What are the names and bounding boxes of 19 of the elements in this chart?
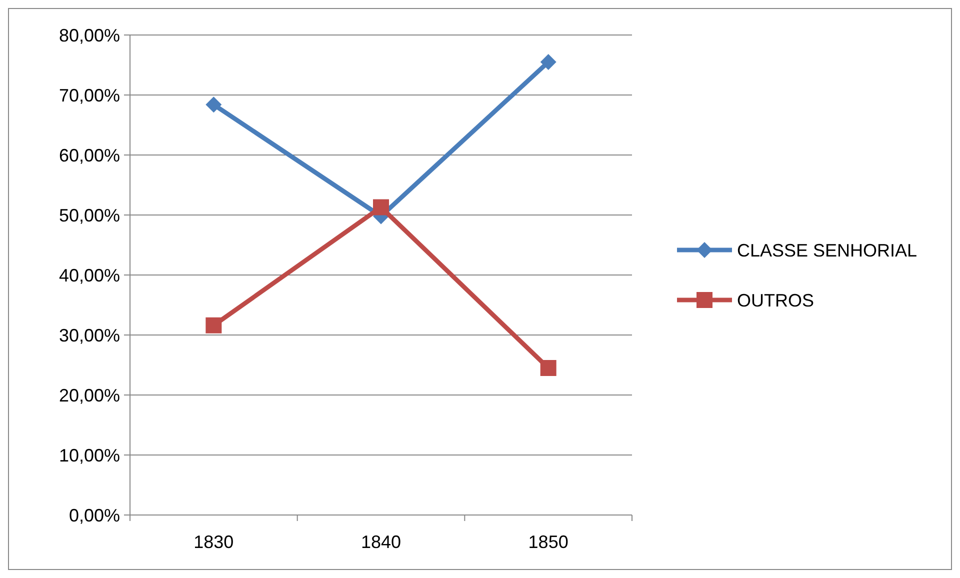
- point: [206, 96, 222, 113]
- legend-label: CLASSE SENHORIAL: [737, 240, 918, 260]
- y-tick-label: 50,00%: [58, 205, 120, 226]
- point: [540, 360, 556, 376]
- y-tick-label: 70,00%: [58, 85, 120, 106]
- point: [540, 54, 556, 70]
- point: [373, 199, 389, 216]
- y-tick-label: 80,00%: [58, 25, 120, 46]
- x-tick-label: 1830: [194, 532, 234, 552]
- y-tick-label: 20,00%: [58, 385, 120, 406]
- y-tick-label: 60,00%: [58, 145, 120, 166]
- point: [206, 317, 222, 334]
- y-tick-label: 30,00%: [58, 325, 120, 346]
- x-tick-label: 1850: [528, 532, 568, 552]
- y-tick-label: 10,00%: [58, 445, 120, 466]
- y-tick-label: 40,00%: [58, 265, 120, 286]
- y-tick-label: 0,00%: [68, 505, 120, 526]
- x-tick-label: 1840: [360, 532, 402, 552]
- legend-label: OUTROS: [737, 290, 814, 310]
